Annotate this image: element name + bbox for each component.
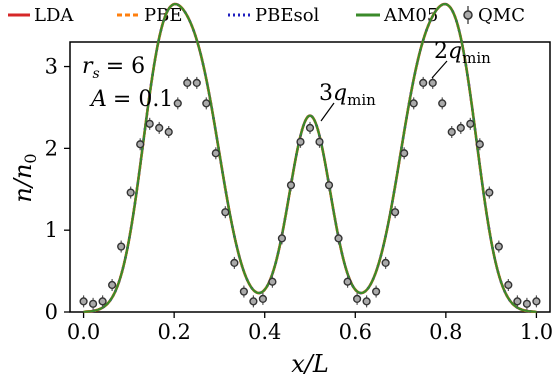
qmc-point — [230, 256, 239, 269]
legend-label-am05: AM05 — [383, 5, 438, 26]
qmc-point — [145, 117, 154, 130]
series-curves — [83, 2, 537, 314]
qmc-point — [305, 121, 315, 134]
qmc-point — [485, 186, 494, 199]
qmc-point — [494, 240, 503, 253]
pointer-3qmin — [320, 102, 335, 122]
qmc-point — [136, 138, 145, 151]
qmc-point — [202, 97, 211, 110]
annotation-rs: rs = 6 — [82, 54, 145, 82]
legend-label-qmc: QMC — [478, 5, 525, 26]
qmc-point — [372, 285, 381, 298]
qmc-point — [126, 186, 135, 199]
qmc-point — [428, 76, 437, 89]
qmc-point — [466, 117, 475, 130]
y-axis-label: n/n0 — [9, 153, 40, 202]
qmc-point — [362, 295, 371, 308]
qmc-point — [296, 135, 305, 148]
qmc-point — [400, 147, 409, 160]
qmc-point — [183, 76, 192, 89]
qmc-point — [88, 297, 98, 310]
qmc-point — [381, 256, 390, 269]
qmc-point — [258, 292, 268, 305]
qmc-point — [438, 97, 447, 110]
y-tick-label: 2 — [45, 136, 58, 160]
qmc-point — [475, 138, 484, 151]
annotation-amplitude: A = 0.1 — [89, 87, 173, 112]
qmc-point — [504, 279, 513, 291]
qmc-point — [164, 126, 173, 138]
x-tick-label: 1.0 — [520, 320, 553, 344]
qmc-point — [239, 285, 248, 298]
qmc-point — [221, 206, 230, 219]
qmc-point — [268, 275, 277, 288]
x-axis-label: x/L — [291, 350, 329, 378]
x-tick-label: 0.4 — [248, 320, 281, 344]
qmc-point — [173, 97, 182, 110]
qmc-point — [513, 295, 522, 308]
qmc-point — [456, 121, 465, 134]
qmc-point — [419, 76, 428, 89]
qmc-point — [79, 295, 88, 308]
legend-label-lda: LDA — [34, 5, 74, 26]
qmc-point — [249, 295, 258, 308]
qmc-point — [315, 135, 324, 148]
qmc-markers — [79, 76, 541, 310]
y-tick-label: 1 — [45, 218, 58, 242]
x-axis-ticks: 0.0 0.2 0.4 0.6 0.8 1.0 — [67, 312, 553, 344]
qmc-point — [192, 76, 201, 89]
label-2qmin: 2qmin — [434, 39, 491, 67]
y-tick-label: 0 — [45, 300, 58, 324]
qmc-point — [108, 279, 117, 291]
y-tick-label: 3 — [45, 55, 58, 79]
legend-label-pbesol: PBEsol — [255, 5, 320, 26]
qmc-point — [324, 179, 334, 192]
y-axis-ticks: 0 1 2 3 — [45, 55, 70, 324]
qmc-point — [447, 126, 456, 138]
x-tick-label: 0.8 — [429, 320, 462, 344]
qmc-point — [343, 275, 352, 288]
qmc-point — [391, 206, 400, 219]
qmc-point — [334, 232, 343, 245]
x-tick-label: 0.0 — [67, 320, 100, 344]
x-tick-label: 0.6 — [339, 320, 372, 344]
plot-frame — [69, 41, 551, 313]
qmc-point — [155, 121, 164, 134]
qmc-point — [277, 232, 287, 245]
qmc-point — [409, 97, 418, 110]
qmc-point — [98, 295, 107, 308]
legend-label-pbe: PBE — [144, 5, 182, 26]
qmc-point — [532, 295, 541, 308]
qmc-point — [352, 292, 362, 305]
label-3qmin: 3qmin — [319, 81, 376, 109]
qmc-point — [522, 297, 532, 310]
series-line-am05 — [83, 2, 537, 313]
qmc-point — [286, 179, 296, 192]
x-tick-label: 0.2 — [157, 320, 190, 344]
legend-swatch-qmc — [463, 6, 473, 24]
qmc-point — [211, 147, 220, 160]
legend: LDA PBE PBEsol AM05 QMC — [8, 5, 525, 26]
pointer-2qmin — [431, 60, 448, 79]
qmc-point — [117, 240, 126, 253]
